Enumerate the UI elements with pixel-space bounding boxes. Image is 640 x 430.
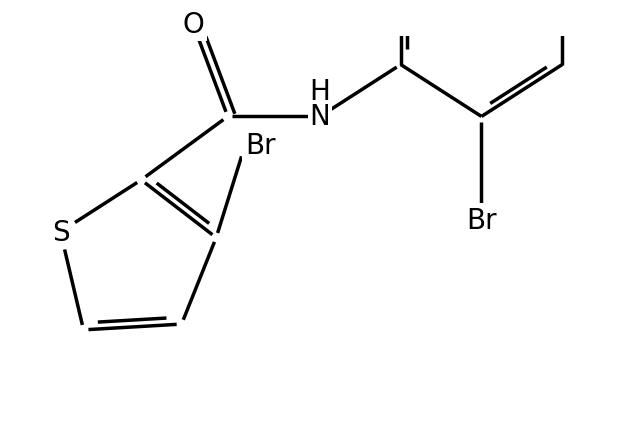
Text: O: O [182,11,204,39]
Text: Br: Br [245,132,276,160]
Text: S: S [52,218,69,246]
Text: H: H [310,78,330,106]
Text: Br: Br [466,207,497,235]
Text: N: N [310,103,330,131]
